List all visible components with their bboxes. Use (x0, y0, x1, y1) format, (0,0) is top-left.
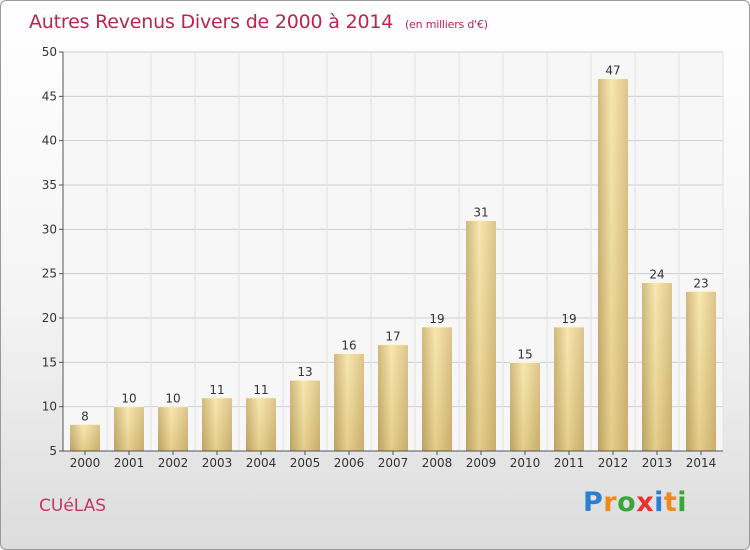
bar-shade-2000 (70, 424, 100, 451)
x-tick-label-2014: 2014 (686, 456, 717, 470)
value-label-2014: 23 (693, 276, 708, 290)
value-label-2009: 31 (473, 205, 488, 219)
y-tick-label: 40 (42, 134, 57, 148)
value-label-2007: 17 (385, 330, 400, 344)
x-tick-label-2012: 2012 (598, 456, 629, 470)
y-tick-label: 25 (42, 267, 57, 281)
y-tick-label: 35 (42, 178, 57, 192)
bar-shade-2009 (466, 220, 496, 451)
y-tick-label: 50 (42, 45, 57, 59)
bar-shade-2011 (554, 326, 584, 451)
bar-shade-2003 (202, 397, 232, 451)
logo-letter: P (583, 487, 604, 518)
x-tick-label-2002: 2002 (158, 456, 189, 470)
logo-letter: x (636, 487, 655, 518)
bar-shade-2002 (158, 406, 188, 451)
logo-letter: r (603, 487, 618, 518)
value-label-2003: 11 (209, 383, 224, 397)
chart-title-row: Autres Revenus Divers de 2000 à 2014 (en… (29, 11, 488, 33)
x-tick-label-2005: 2005 (290, 456, 321, 470)
bar-shade-2008 (422, 326, 452, 451)
bar-shade-2006 (334, 353, 364, 451)
y-tick-label: 5 (49, 444, 57, 458)
x-tick-label-2013: 2013 (642, 456, 673, 470)
y-tick-label: 45 (42, 89, 57, 103)
bar-shade-2010 (510, 362, 540, 451)
bar-shade-2007 (378, 344, 408, 451)
y-tick-label: 20 (42, 311, 57, 325)
bar-shade-2001 (114, 406, 144, 451)
logo-letter: t (663, 487, 678, 518)
x-tick-label-2008: 2008 (422, 456, 453, 470)
y-tick-label: 10 (42, 400, 57, 414)
value-label-2004: 11 (253, 383, 268, 397)
value-label-2013: 24 (649, 268, 664, 282)
x-tick-label-2003: 2003 (202, 456, 233, 470)
x-tick-label-2009: 2009 (466, 456, 497, 470)
x-tick-label-2010: 2010 (510, 456, 541, 470)
y-tick-label: 30 (42, 222, 57, 236)
x-tick-label-2001: 2001 (114, 456, 145, 470)
value-label-2006: 16 (341, 338, 356, 352)
logo-letter: i (677, 487, 688, 518)
y-tick-label: 15 (42, 355, 57, 369)
value-label-2011: 19 (561, 312, 576, 326)
value-label-2012: 47 (605, 64, 620, 78)
bar-shade-2012 (598, 78, 628, 451)
bar-shade-2004 (246, 397, 276, 451)
bar-shade-2005 (290, 380, 320, 451)
value-label-2000: 8 (81, 409, 89, 423)
bar-shade-2013 (642, 282, 672, 451)
commune-name: CUéLAS (39, 496, 107, 516)
x-tick-label-2006: 2006 (334, 456, 365, 470)
x-tick-label-2004: 2004 (246, 456, 277, 470)
x-tick-label-2000: 2000 (70, 456, 101, 470)
chart-title: Autres Revenus Divers de 2000 à 2014 (29, 11, 394, 33)
value-label-2010: 15 (517, 347, 532, 361)
value-label-2005: 13 (297, 365, 312, 379)
value-label-2008: 19 (429, 312, 444, 326)
logo-letter: i (654, 487, 664, 518)
bar-shade-2014 (686, 291, 716, 451)
chart-subtitle: (en milliers d'€) (404, 18, 488, 31)
logo-letter: o (617, 487, 637, 518)
x-tick-label-2011: 2011 (554, 456, 585, 470)
x-tick-label-2007: 2007 (378, 456, 409, 470)
value-label-2002: 10 (165, 392, 180, 406)
proxiti-logo: Proxiti (583, 487, 687, 518)
value-label-2001: 10 (121, 392, 136, 406)
